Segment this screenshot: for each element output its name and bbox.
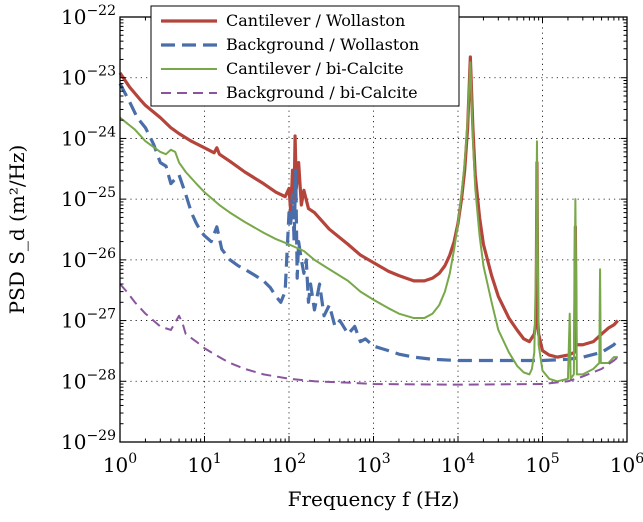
y-tick-label: 10−23	[61, 64, 116, 90]
x-tick-label: 102	[272, 451, 306, 477]
y-tick-label: 10−24	[61, 124, 116, 150]
legend-box	[150, 5, 460, 107]
x-tick-label: 105	[525, 451, 559, 477]
x-tick-label: 106	[610, 451, 643, 477]
y-tick-label: 10−27	[61, 307, 116, 333]
legend-label-2: Background / Wollaston	[226, 35, 419, 54]
y-axis-label: PSD S_d (m²/Hz)	[5, 145, 29, 315]
tick-labels: 100 101 102 103 104 105 106 10−29 10−28 10−27 10−2…	[61, 3, 643, 477]
x-tick-label: 103	[356, 451, 390, 477]
x-tick-label: 104	[441, 451, 475, 477]
x-tick-label: 100	[103, 451, 137, 477]
series-line-3	[119, 61, 618, 383]
series-line-2	[118, 82, 621, 363]
y-tick-label: 10−29	[61, 428, 116, 454]
series-line-1	[118, 55, 620, 359]
x-tick-label: 101	[187, 451, 221, 477]
y-tick-label: 10−28	[61, 367, 116, 393]
y-tick-label: 10−25	[61, 185, 116, 211]
y-tick-label: 10−26	[61, 246, 116, 272]
legend: Cantilever / Wollaston Background / Wolla…	[150, 5, 460, 107]
legend-label-3: Cantilever / bi-Calcite	[226, 59, 404, 78]
plot-lines	[118, 55, 621, 386]
y-tick-label: 10−22	[61, 3, 116, 29]
x-axis-label: Frequency f (Hz)	[288, 487, 460, 511]
legend-label-4: Background / bi-Calcite	[226, 83, 418, 102]
legend-label-1: Cantilever / Wollaston	[226, 11, 405, 30]
